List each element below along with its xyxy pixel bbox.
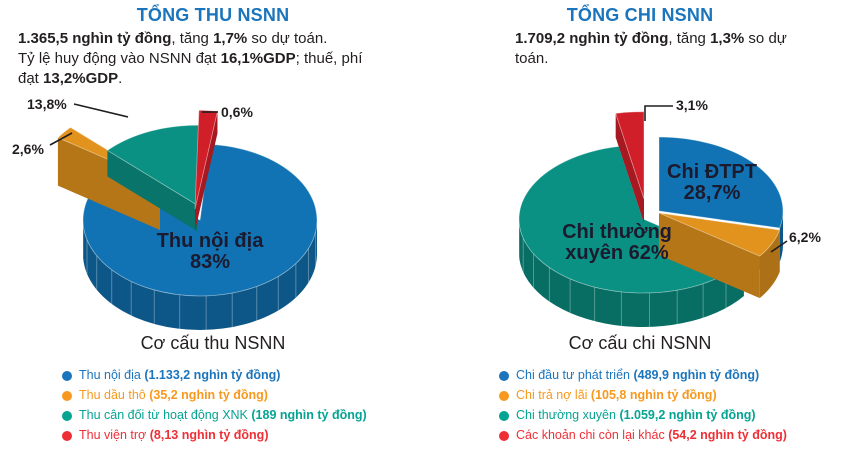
pie-slice-shape — [770, 240, 788, 253]
chi-legend: Chi đầu tư phát triển (489,9 nghìn tỷ đồ… — [499, 369, 787, 442]
legend-dot-icon — [499, 410, 509, 421]
pie-slice-shape — [57, 137, 160, 230]
thu-caption: Cơ cấu thu NSNN — [140, 333, 286, 353]
pie-slice-shape — [49, 132, 73, 146]
pie-slice-shape — [615, 111, 645, 200]
pie-slice-shape — [615, 113, 644, 223]
thu-subtitle: 1.365,5 nghìn tỷ đồng, tăng 1,7% so dự t… — [18, 30, 363, 87]
thu-callout-dau-tho: 2,6% — [12, 141, 44, 157]
legend-item: Thu dầu thô (35,2 nghìn tỷ đồng) — [62, 389, 367, 402]
pie-slice-shape — [658, 212, 781, 257]
thu-callout-vien-tro: 0,6% — [221, 104, 253, 120]
chi-slice-label-dtpt: Chi ĐTPT 28,7% — [667, 161, 757, 204]
chi-callout-tra-no: 6,2% — [789, 229, 821, 245]
legend-dot-icon — [62, 390, 72, 401]
pie-slice-shape — [106, 124, 204, 206]
pie-slice-shape — [82, 143, 318, 297]
legend-item: Chi trả nợ lãi (105,8 nghìn tỷ đồng) — [499, 389, 787, 402]
legend-dot-icon — [499, 390, 509, 401]
chi-title: TỔNG CHI NSNN — [566, 5, 714, 25]
legend-dot-icon — [499, 370, 509, 381]
legend-dot-icon — [62, 410, 72, 421]
legend-dot-icon — [499, 430, 509, 441]
pie-slice-shape — [107, 150, 197, 231]
thu-title: TỔNG THU NSNN — [136, 5, 290, 25]
pie-slice-shape — [644, 105, 673, 121]
chi-caption: Cơ cấu chi NSNN — [568, 333, 712, 353]
thu-legend: Thu nội địa (1.133,2 nghìn tỷ đồng) Thu … — [62, 369, 367, 442]
legend-dot-icon — [62, 370, 72, 381]
pie-slice-shape — [83, 220, 317, 330]
pie-slice-shape — [73, 103, 129, 118]
chi-callout-khac: 3,1% — [676, 97, 708, 113]
chi-slice-label-thuong-xuyen: Chi thường xuyên 62% — [562, 221, 672, 264]
legend-dot-icon — [62, 430, 72, 441]
pie-chi — [518, 111, 784, 327]
thu-slice-label-noi-dia: Thu nội địa 83% — [156, 230, 264, 273]
pie-slice-shape — [519, 219, 744, 327]
legend-item: Chi thường xuyên (1.059,2 nghìn tỷ đồng) — [499, 409, 787, 422]
pie-slice-shape — [658, 136, 784, 229]
pie-slice-shape — [759, 230, 780, 299]
legend-item: Thu nội địa (1.133,2 nghìn tỷ đồng) — [62, 369, 367, 382]
pie-slice-shape — [195, 111, 218, 231]
pie-slice-shape — [779, 211, 783, 263]
chi-subtitle: 1.709,2 nghìn tỷ đồng, tăng 1,3% so dự t… — [515, 30, 787, 67]
legend-item: Chi đầu tư phát triển (489,9 nghìn tỷ đồ… — [499, 369, 787, 382]
thu-callout-xnk: 13,8% — [27, 96, 67, 112]
pie-charts-canvas — [49, 103, 788, 330]
legend-item: Thu viện trợ (8,13 nghìn tỷ đồng) — [62, 429, 367, 442]
leader-lines — [49, 103, 788, 253]
legend-item: Các khoản chi còn lại khác (54,2 nghìn t… — [499, 429, 787, 442]
pie-thu — [57, 109, 318, 330]
legend-item: Thu cân đối từ hoạt động XNK (189 nghìn … — [62, 409, 367, 422]
